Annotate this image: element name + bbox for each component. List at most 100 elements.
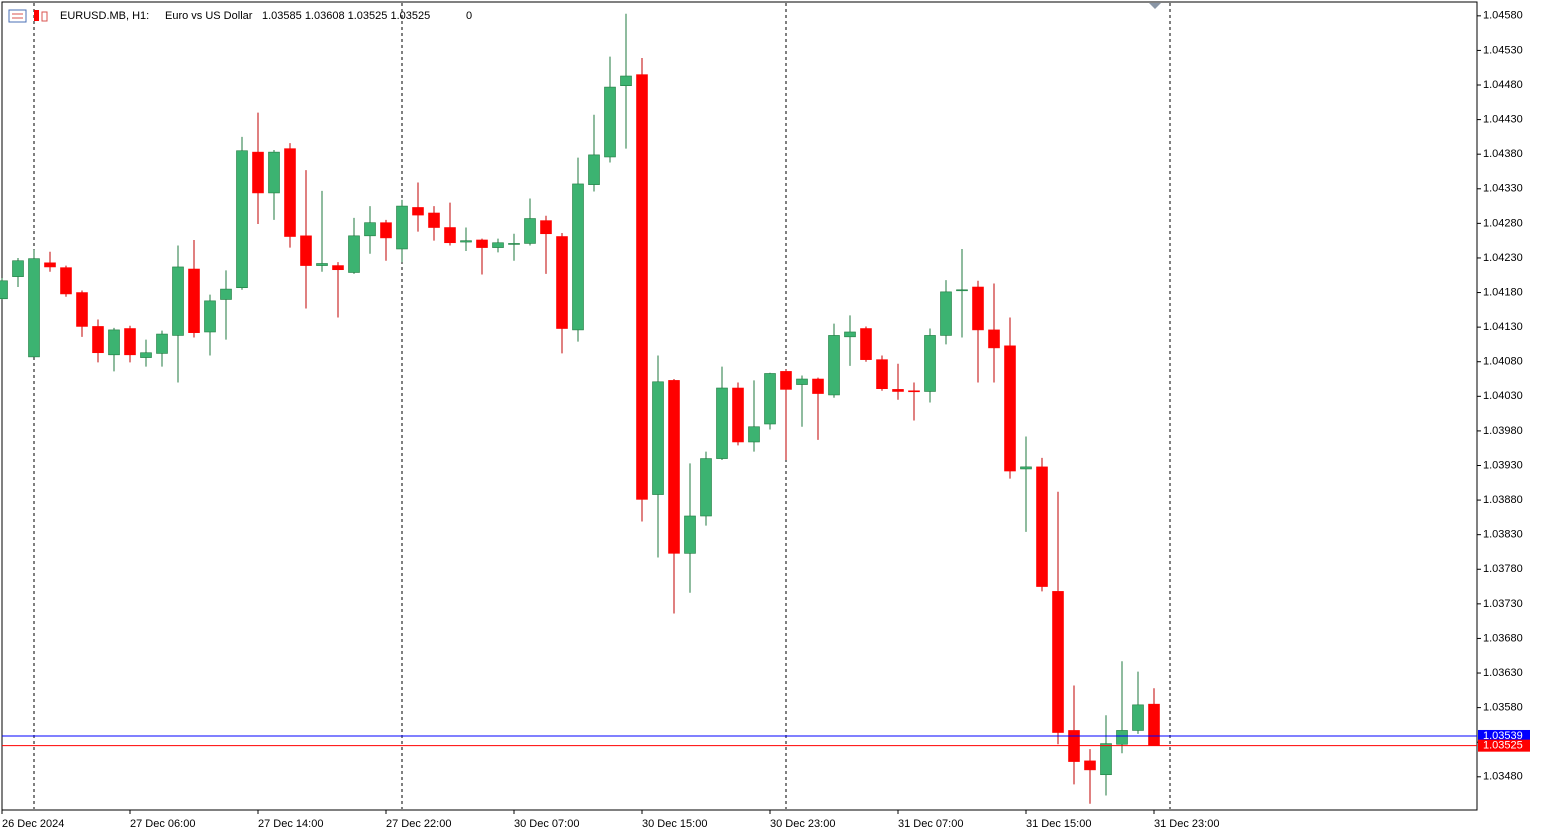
candle-body [1036,466,1048,587]
candle-body [284,148,296,237]
candle-body [140,352,152,358]
y-tick-label: 1.03830 [1483,529,1523,541]
candle-body [956,289,968,292]
spread: 0 [466,10,472,22]
candle-body [1020,466,1032,470]
y-tick-label: 1.03880 [1483,494,1523,506]
candle-body [588,154,600,185]
candle-body [0,280,8,300]
y-tick-label: 1.03730 [1483,598,1523,610]
candle-body [908,390,920,393]
candle-body [44,262,56,268]
candle-body [1100,743,1112,776]
candle-body [1116,730,1128,745]
candle-body [12,260,24,277]
candle-body [716,387,728,459]
y-tick-label: 1.03630 [1483,667,1523,679]
candle-body [156,333,168,354]
y-tick-label: 1.03480 [1483,771,1523,783]
menu-icon[interactable] [8,9,27,23]
candle-body [188,268,200,333]
chart-icon[interactable] [34,10,39,21]
candle-body [1148,703,1160,746]
candle-body [412,207,424,216]
candle-body [572,183,584,331]
y-tick-label: 1.04380 [1483,148,1523,160]
x-tick-label: 30 Dec 07:00 [514,818,579,830]
price-tag [1478,729,1530,742]
candle-body [732,387,744,443]
candle-body [604,86,616,158]
y-tick-label: 1.03580 [1483,702,1523,714]
candle-body [508,243,520,245]
y-tick-label: 1.04130 [1483,321,1523,333]
candle-body [268,151,280,194]
candle-body [620,75,632,87]
candle-body [988,329,1000,349]
candle-body [652,381,664,495]
candle-body [300,235,312,266]
candle-body [972,286,984,331]
y-tick-label: 1.04480 [1483,79,1523,91]
candle-body [76,292,88,327]
candle-body [108,329,120,356]
candle-body [124,328,136,356]
price-tag-label: 1.03525 [1483,740,1523,752]
y-tick-label: 1.04080 [1483,356,1523,368]
symbol: EURUSD.MB, H1: [60,10,149,22]
candle-body [316,263,328,266]
x-tick-label: 26 Dec 2024 [2,818,64,830]
price-tag [1478,739,1530,752]
candle-body [636,74,648,500]
x-tick-label: 30 Dec 23:00 [770,818,835,830]
candle-body [844,331,856,338]
candle-body [892,389,904,392]
candle-body [812,378,824,394]
candle-body [684,515,696,554]
candle-body [1084,760,1096,771]
candle-body [796,378,808,385]
x-tick-label: 27 Dec 22:00 [386,818,451,830]
y-tick-label: 1.04530 [1483,44,1523,56]
x-tick-label: 31 Dec 07:00 [898,818,963,830]
candle-body [780,371,792,390]
y-tick-label: 1.03680 [1483,632,1523,644]
candle-body [444,227,456,244]
shift-marker[interactable] [1149,3,1161,9]
candle-body [236,150,248,289]
candle-body [1132,704,1144,731]
candle-body [876,359,888,390]
candle-body [924,335,936,392]
candle-body [428,212,440,228]
candle-body [1004,345,1016,472]
plot-frame [1,1,1478,811]
candle-body [92,326,104,354]
description: Euro vs US Dollar [165,10,253,22]
candle-body [940,291,952,336]
y-tick-label: 1.04430 [1483,114,1523,126]
candle-body [828,335,840,396]
x-tick-label: 27 Dec 14:00 [258,818,323,830]
candle-body [380,222,392,239]
y-tick-label: 1.04330 [1483,183,1523,195]
y-tick-label: 1.03980 [1483,425,1523,437]
x-tick-label: 30 Dec 15:00 [642,818,707,830]
candle-body [860,328,872,360]
candle-body [364,222,376,237]
candle-body [668,380,680,554]
y-tick-label: 1.04180 [1483,286,1523,298]
candle-body [556,236,568,329]
candle-body [332,265,344,271]
candle-body [748,426,760,443]
candle-body [60,267,72,295]
y-tick-label: 1.04280 [1483,217,1523,229]
candle-body [476,239,488,248]
candle-body [348,235,360,273]
y-tick-label: 1.04230 [1483,252,1523,264]
y-tick-label: 1.03930 [1483,459,1523,471]
x-tick-label: 27 Dec 06:00 [130,818,195,830]
candle-body [460,240,472,243]
candle-body [172,266,184,336]
